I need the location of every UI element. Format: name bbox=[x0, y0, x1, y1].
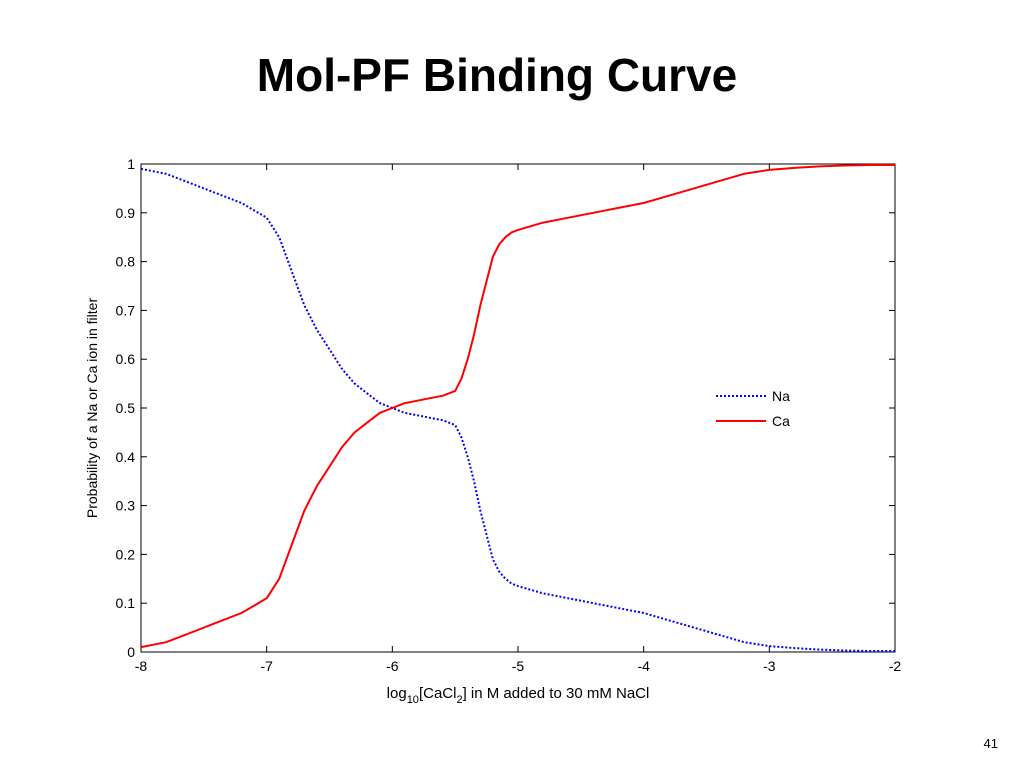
x-axis-label-mid: [CaCl bbox=[419, 685, 457, 702]
x-tick-label: -7 bbox=[260, 658, 273, 674]
series-line-ca bbox=[140, 164, 895, 649]
y-tick-label: 1 bbox=[127, 156, 135, 172]
y-tick-label: 0.9 bbox=[116, 205, 136, 221]
x-tick-label: -4 bbox=[637, 658, 650, 674]
x-tick-label: -8 bbox=[135, 658, 148, 674]
x-axis-label: log10[CaCl2] in M added to 30 mM NaCl bbox=[387, 685, 650, 706]
x-tick-label: -5 bbox=[512, 658, 525, 674]
slide-title: Mol-PF Binding Curve bbox=[256, 49, 738, 101]
legend: Na Ca bbox=[708, 380, 808, 436]
y-tick-label: 0 bbox=[127, 644, 135, 660]
x-tick-label: -2 bbox=[889, 658, 902, 674]
legend-box bbox=[708, 380, 808, 436]
series-lines bbox=[140, 164, 895, 652]
y-tick-label: 0.4 bbox=[116, 449, 136, 465]
y-tick-label: 0.8 bbox=[116, 254, 136, 270]
x-axis-label-sub2: 2 bbox=[456, 694, 462, 706]
series-line-na bbox=[140, 167, 895, 652]
y-tick-label: 0.1 bbox=[116, 595, 136, 611]
legend-label-na: Na bbox=[772, 388, 790, 404]
x-axis-label-suffix: ] in M added to 30 mM NaCl bbox=[463, 685, 650, 702]
y-tick-label: 0.3 bbox=[116, 498, 136, 514]
y-tick-label: 0.5 bbox=[116, 400, 136, 416]
y-tick-label: 0.2 bbox=[116, 546, 136, 562]
page-number: 41 bbox=[983, 736, 998, 751]
y-axis-label: Probability of a Na or Ca ion in filter bbox=[84, 298, 100, 519]
legend-label-ca: Ca bbox=[772, 413, 790, 429]
x-tick-label: -3 bbox=[763, 658, 776, 674]
axes: -8 -7 -6 -5 -4 -3 -2 0 0.1 0.2 0.3 0.4 0.5 0.6 0.7 0.8 0… bbox=[116, 156, 902, 674]
y-tick-label: 0.7 bbox=[116, 302, 136, 318]
x-axis-label-sub1: 10 bbox=[407, 694, 419, 706]
y-tick-label: 0.6 bbox=[116, 351, 136, 367]
x-axis-label-log: log bbox=[387, 685, 407, 702]
x-tick-label: -6 bbox=[386, 658, 399, 674]
